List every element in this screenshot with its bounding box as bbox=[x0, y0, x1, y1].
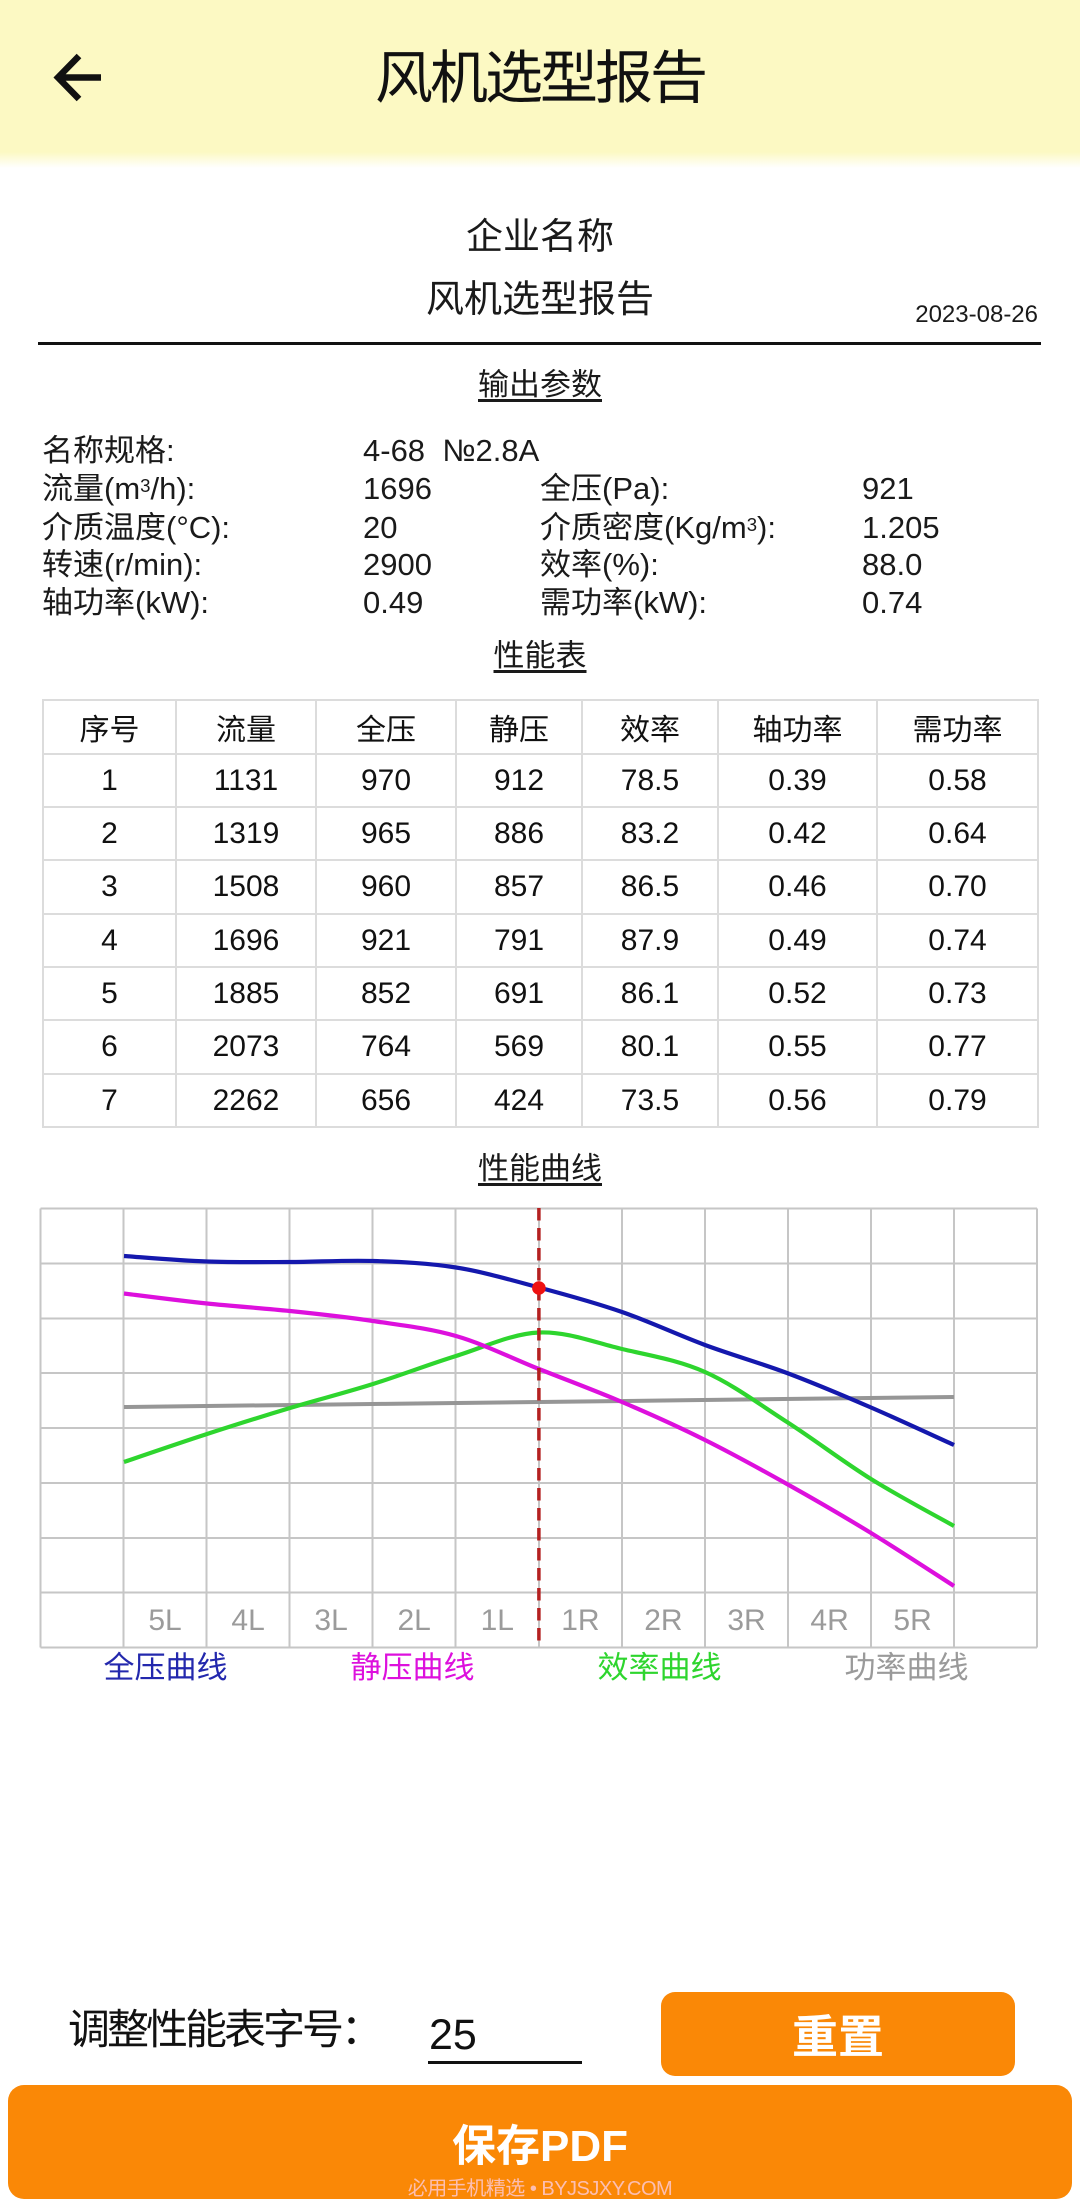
svg-text:4R: 4R bbox=[810, 1604, 848, 1637]
svg-text:1L: 1L bbox=[481, 1604, 514, 1637]
svg-text:3L: 3L bbox=[314, 1604, 347, 1637]
svg-text:3R: 3R bbox=[727, 1604, 765, 1637]
svg-text:1R: 1R bbox=[561, 1604, 599, 1637]
svg-text:5L: 5L bbox=[148, 1604, 181, 1637]
svg-text:2R: 2R bbox=[644, 1604, 682, 1637]
svg-text:4L: 4L bbox=[231, 1604, 264, 1637]
svg-text:2L: 2L bbox=[398, 1604, 431, 1637]
svg-text:5R: 5R bbox=[893, 1604, 931, 1637]
